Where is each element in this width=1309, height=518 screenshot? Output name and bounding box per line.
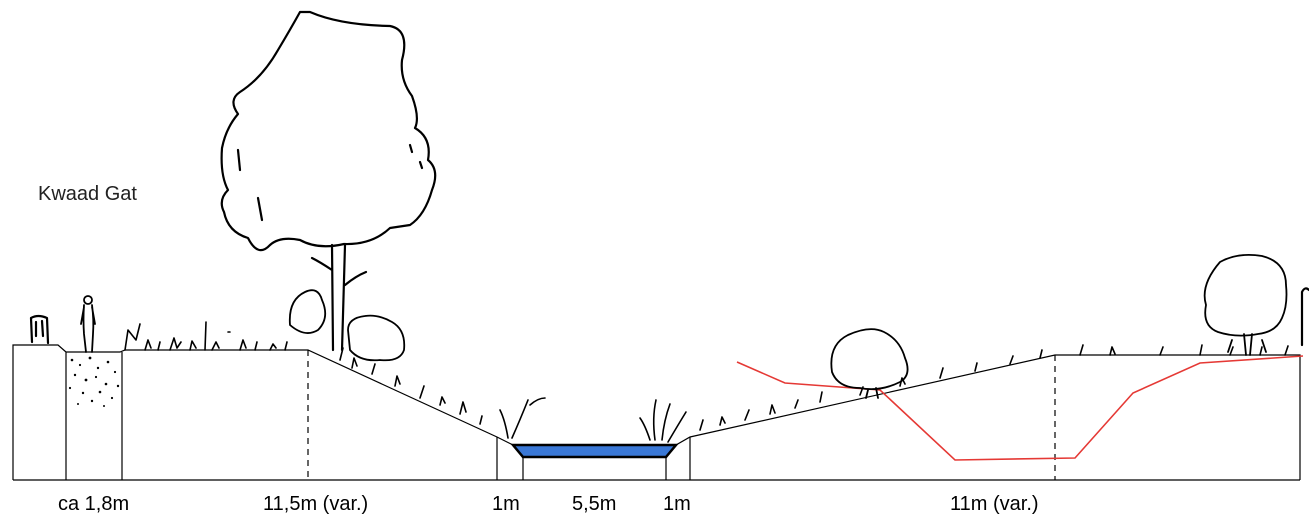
dimension-labels: ca 1,8m 11,5m (var.) 1m 5,5m 1m 11m (var… (58, 493, 1039, 515)
dimension-label-right-bank: 11m (var.) (950, 493, 1039, 515)
right-edge-post-icon (1300, 287, 1309, 347)
large-tree-icon (220, 10, 437, 352)
reeds-icon (639, 399, 687, 443)
dimension-label-water: 5,5m (572, 493, 616, 515)
dimension-label-left-reed: 1m (492, 493, 520, 515)
diagram-title: Kwaad Gat (38, 183, 137, 205)
gravel-path (68, 356, 120, 407)
shrub-right-slope-icon (830, 328, 909, 399)
water-channel (510, 443, 679, 459)
dimension-label-left-bank: 11,5m (var.) (263, 493, 368, 515)
dimension-label-path: ca 1,8m (58, 493, 129, 515)
grass-left-slope (339, 347, 546, 439)
shrub-icon (288, 289, 406, 362)
grass-right-slope (699, 344, 1289, 431)
ground-profile (12, 344, 1301, 481)
proposed-profile-line (736, 355, 1304, 461)
small-tree-right-icon (1203, 253, 1288, 356)
dimension-label-right-reed: 1m (663, 493, 691, 515)
grass-left-bank (124, 321, 288, 351)
person-figure-icon (80, 295, 96, 353)
fence-post-icon (29, 314, 50, 345)
